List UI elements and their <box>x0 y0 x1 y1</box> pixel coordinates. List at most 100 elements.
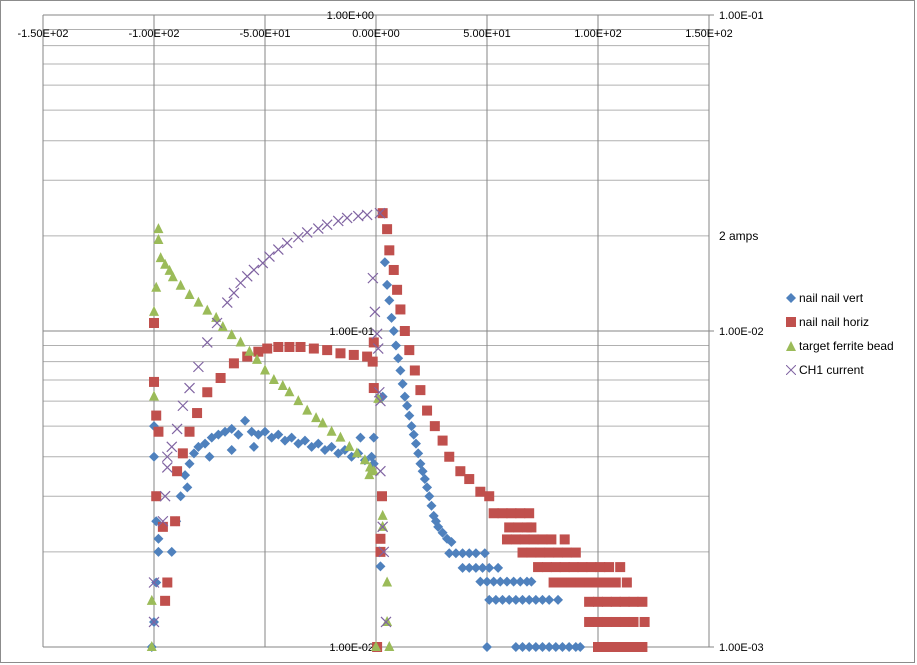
data-point-square <box>561 547 572 558</box>
data-point-triangle <box>153 223 164 234</box>
data-point-diamond <box>515 576 526 587</box>
data-point-diamond <box>537 594 548 605</box>
data-point-square <box>519 534 530 545</box>
data-point-triangle <box>252 353 263 364</box>
data-point-square <box>202 387 213 398</box>
data-point-square <box>273 341 284 352</box>
legend-item-nail-nail-vert[interactable]: nail nail vert <box>786 286 894 310</box>
data-point-square <box>619 642 630 652</box>
data-point-square <box>610 596 621 607</box>
data-point-triangle <box>155 252 166 263</box>
data-point-diamond <box>524 594 535 605</box>
data-point-triangle <box>311 412 322 423</box>
data-point-diamond <box>464 548 475 559</box>
data-point-triangle <box>146 641 157 651</box>
data-point-square <box>362 351 373 362</box>
data-point-diamond <box>450 548 461 559</box>
data-point-x <box>352 210 364 222</box>
data-point-square <box>568 562 579 573</box>
data-point-diamond <box>299 435 310 446</box>
data-point-square <box>404 345 415 356</box>
data-point-x <box>148 577 160 588</box>
data-point-x <box>221 297 233 309</box>
data-point-diamond <box>313 438 324 449</box>
data-point-square <box>593 577 603 588</box>
data-point-triangle <box>167 271 178 282</box>
data-point-diamond <box>413 448 424 459</box>
series-ch1-current <box>148 207 392 628</box>
data-point-x <box>369 306 381 318</box>
data-point-diamond <box>504 594 515 605</box>
data-point-triangle <box>151 281 162 292</box>
data-point-diamond <box>406 421 417 432</box>
data-point-square <box>557 577 568 588</box>
data-point-diamond <box>524 642 535 652</box>
data-point-diamond <box>417 466 428 477</box>
x-tick-label: -5.00E+01 <box>239 28 290 40</box>
legend-item-ch1-current[interactable]: CH1 current <box>786 358 894 382</box>
data-point-triangle <box>260 364 270 375</box>
data-point-square <box>170 516 181 527</box>
data-point-square <box>348 349 359 360</box>
data-point-diamond <box>175 491 186 502</box>
data-point-square <box>628 642 639 652</box>
data-point-diamond <box>490 594 501 605</box>
data-point-square <box>601 577 612 588</box>
data-point-x <box>321 219 333 231</box>
data-point-diamond <box>402 400 413 411</box>
data-point-square <box>172 466 183 477</box>
data-point-square <box>384 245 395 256</box>
data-point-square <box>392 284 403 295</box>
data-point-square <box>497 508 508 519</box>
data-point-diamond <box>404 410 415 421</box>
data-point-diamond <box>149 451 159 462</box>
data-point-diamond <box>526 576 537 587</box>
data-point-diamond <box>464 562 475 573</box>
legend-label: nail nail horiz <box>799 315 870 329</box>
data-point-diamond <box>544 594 555 605</box>
data-point-diamond <box>386 312 397 323</box>
data-point-diamond <box>426 500 437 511</box>
data-point-square <box>375 546 386 557</box>
data-point-square <box>501 534 512 545</box>
data-point-diamond <box>233 429 244 440</box>
y-tick-labels: 1.00E+00 1.00E-01 1.00E-02 <box>327 10 374 654</box>
x-tick-label: 0.00E+00 <box>352 28 399 40</box>
data-point-square <box>295 341 306 352</box>
data-point-diamond <box>457 562 468 573</box>
legend-item-nail-nail-horiz[interactable]: nail nail horiz <box>786 310 894 334</box>
data-point-diamond <box>482 642 492 652</box>
data-point-diamond <box>557 642 568 652</box>
data-point-diamond <box>415 458 426 469</box>
data-point-diamond <box>477 562 488 573</box>
data-point-diamond <box>493 562 504 573</box>
data-point-triangle <box>184 288 195 299</box>
x-marker-icon <box>786 365 796 375</box>
data-point-diamond <box>553 594 564 605</box>
x-tick-labels: -1.50E+02 -1.00E+02 -5.00E+01 0.00E+00 5.00E… <box>17 28 732 40</box>
data-point-x <box>157 515 169 527</box>
data-point-diamond <box>446 536 457 547</box>
data-point-square <box>593 642 603 652</box>
data-point-diamond <box>470 562 481 573</box>
data-point-square <box>593 616 603 627</box>
secondary-y-tick-label: 1.00E-02 <box>719 326 764 338</box>
data-point-triangle <box>302 404 313 415</box>
data-point-square <box>515 508 526 519</box>
data-point-triangle <box>193 296 204 307</box>
data-point-square <box>628 616 639 627</box>
data-point-diamond <box>390 340 401 351</box>
data-point-square <box>215 373 226 384</box>
data-point-diamond <box>475 576 486 587</box>
data-point-square <box>437 435 448 446</box>
data-point-square <box>526 547 537 558</box>
legend-item-target-ferrite-bead[interactable]: target ferrite bead <box>786 334 894 358</box>
data-point-diamond <box>226 445 237 456</box>
data-point-square <box>184 426 195 437</box>
data-point-diamond <box>433 521 444 532</box>
data-point-diamond <box>286 432 297 443</box>
data-point-x <box>148 616 160 628</box>
data-point-square <box>559 534 570 545</box>
data-point-triangle <box>153 234 164 245</box>
